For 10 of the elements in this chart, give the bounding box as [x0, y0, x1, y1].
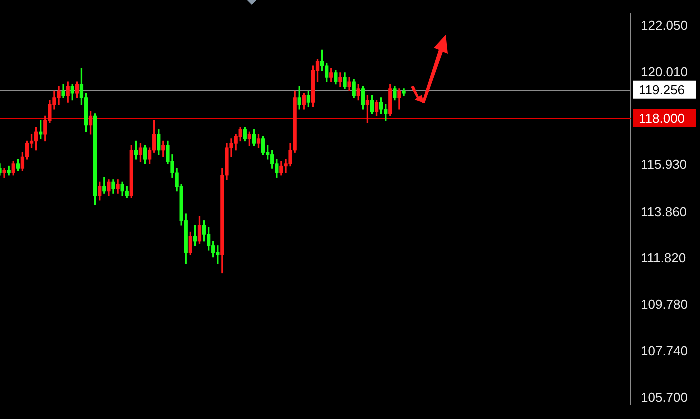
y-tick-label: 120.010	[641, 64, 688, 80]
y-tick-label: 122.050	[641, 18, 688, 33]
y-tick-label: 111.820	[641, 250, 686, 266]
y-tick-label: 105.700	[641, 390, 688, 405]
ref-line-label: 119.256	[639, 82, 686, 98]
y-tick-label: 115.930	[641, 157, 688, 172]
y-tick-label: 107.740	[641, 344, 688, 359]
y-tick-label: 109.780	[641, 297, 688, 312]
ref-line-label: 118.000	[639, 111, 686, 126]
y-tick-label: 113.860	[641, 204, 688, 220]
